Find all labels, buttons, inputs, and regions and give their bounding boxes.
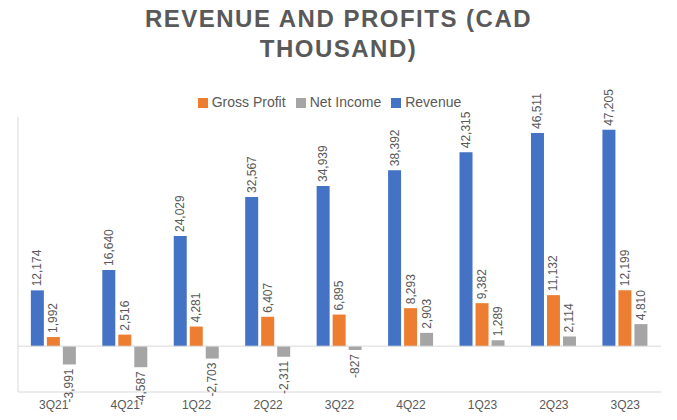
svg-text:6,407: 6,407 bbox=[261, 282, 275, 312]
svg-text:11,132: 11,132 bbox=[546, 255, 560, 291]
svg-text:-3,991: -3,991 bbox=[62, 368, 76, 402]
svg-text:2,114: 2,114 bbox=[562, 303, 576, 332]
svg-text:1,289: 1,289 bbox=[491, 306, 505, 336]
svg-text:34,939: 34,939 bbox=[316, 145, 330, 182]
svg-text:-4,587: -4,587 bbox=[134, 371, 148, 405]
svg-text:4,810: 4,810 bbox=[634, 290, 648, 320]
svg-text:16,640: 16,640 bbox=[102, 229, 116, 266]
html-text:Gross Profit: Gross Profit bbox=[211, 94, 286, 110]
svg-text:4Q21: 4Q21 bbox=[110, 397, 140, 412]
svg-text:8,293: 8,293 bbox=[404, 274, 418, 304]
svg-text:3Q21: 3Q21 bbox=[39, 397, 69, 412]
svg-text:24,029: 24,029 bbox=[173, 195, 187, 232]
svg-text:38,392: 38,392 bbox=[388, 129, 402, 166]
svg-text:1,992: 1,992 bbox=[46, 303, 60, 333]
html-text:REVENUE AND PROFITS (CAD THOUS: REVENUE AND PROFITS (CAD THOUSAND) bbox=[144, 5, 533, 62]
svg-text:12,199: 12,199 bbox=[618, 249, 632, 286]
svg-text:9,382: 9,382 bbox=[475, 269, 489, 299]
svg-text:42,315: 42,315 bbox=[459, 111, 473, 148]
svg-text:3Q22: 3Q22 bbox=[325, 398, 355, 412]
svg-text:2,903: 2,903 bbox=[420, 299, 434, 329]
svg-text:12,174: 12,174 bbox=[30, 249, 44, 286]
svg-text:47,205: 47,205 bbox=[602, 89, 616, 126]
html-text:Net Income: Net Income bbox=[309, 94, 382, 110]
svg-text:2Q23: 2Q23 bbox=[539, 398, 569, 412]
svg-text:-827: -827 bbox=[348, 354, 362, 378]
svg-text:4Q22: 4Q22 bbox=[396, 398, 426, 412]
svg-text:6,895: 6,895 bbox=[332, 280, 346, 310]
svg-text:32,567: 32,567 bbox=[245, 156, 259, 193]
svg-text:2Q22: 2Q22 bbox=[253, 398, 283, 412]
svg-text:1Q23: 1Q23 bbox=[468, 398, 498, 412]
svg-text:-2,311: -2,311 bbox=[277, 360, 291, 393]
svg-text:-2,703: -2,703 bbox=[205, 362, 219, 396]
svg-text:3Q23: 3Q23 bbox=[611, 398, 641, 412]
svg-text:46,511: 46,511 bbox=[530, 93, 544, 129]
svg-text:2,516: 2,516 bbox=[118, 300, 132, 330]
svg-text:4,281: 4,281 bbox=[189, 292, 203, 322]
html-text:Revenue: Revenue bbox=[405, 94, 462, 110]
svg-text:1Q22: 1Q22 bbox=[182, 398, 212, 412]
